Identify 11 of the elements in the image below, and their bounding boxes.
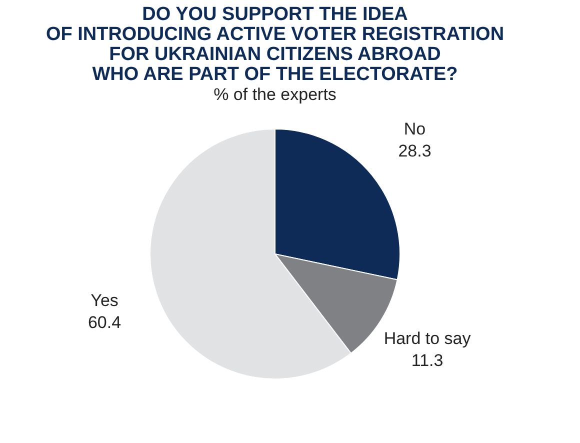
slice-label: Yes [90,290,118,310]
text: DO YOU SUPPORT THE IDEA [142,4,408,25]
text: FOR UKRAINIAN CITIZENS ABROAD [109,44,441,65]
data-label: 28.3 [398,142,432,161]
text: WHO ARE PART OF THE ELECTORATE? [92,64,458,85]
slice-label: No [404,120,426,139]
data-label: 60.4 [88,312,122,332]
text: OF INTRODUCING ACTIVE VOTER REGISTRATION [46,24,504,45]
data-label: 11.3 [411,350,444,370]
chart-subtitle: % of the experts [214,85,336,104]
slice-label: Hard to say [384,328,472,348]
